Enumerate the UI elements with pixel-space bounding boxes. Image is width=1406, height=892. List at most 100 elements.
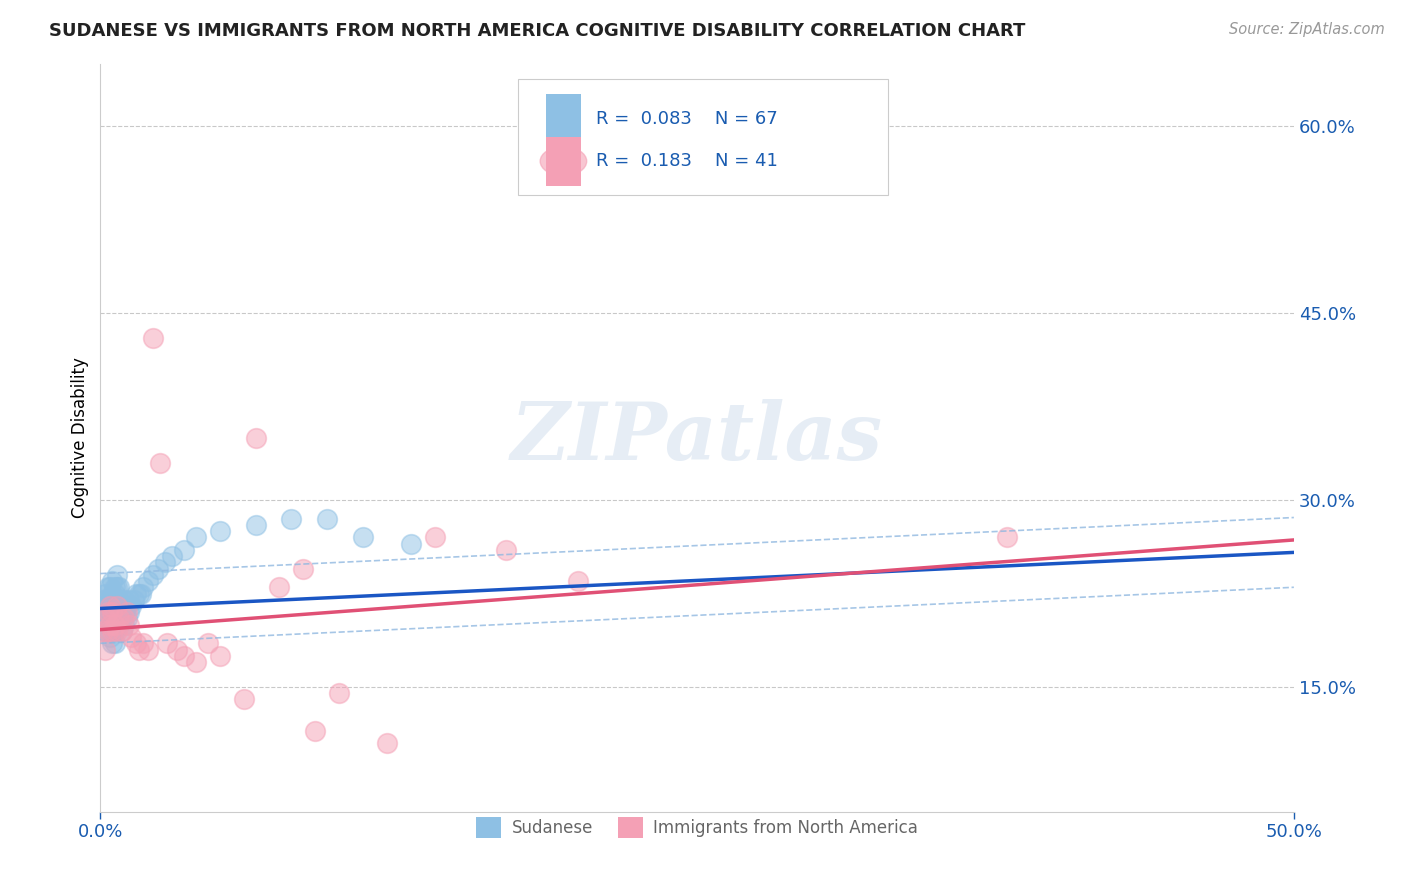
Point <box>94 642 117 657</box>
Point <box>108 617 131 632</box>
Point <box>269 580 291 594</box>
Point <box>567 574 589 588</box>
Point <box>98 630 121 644</box>
Point <box>423 531 446 545</box>
Legend: Sudanese, Immigrants from North America: Sudanese, Immigrants from North America <box>470 811 924 845</box>
Point <box>112 605 135 619</box>
Y-axis label: Cognitive Disability: Cognitive Disability <box>72 358 89 518</box>
Point <box>173 542 195 557</box>
Text: Source: ZipAtlas.com: Source: ZipAtlas.com <box>1229 22 1385 37</box>
Point <box>105 592 128 607</box>
Point <box>105 599 128 613</box>
Point <box>91 599 114 613</box>
Point <box>111 624 134 638</box>
Point <box>156 636 179 650</box>
Point <box>96 624 118 638</box>
Text: R =  0.083    N = 67: R = 0.083 N = 67 <box>596 110 778 128</box>
Point <box>316 512 339 526</box>
Point <box>115 599 138 613</box>
Point <box>101 605 124 619</box>
Point <box>94 586 117 600</box>
Point <box>997 531 1019 545</box>
Point <box>118 617 141 632</box>
Point <box>115 605 138 619</box>
Point <box>132 580 155 594</box>
Point <box>184 531 207 545</box>
Point <box>98 617 121 632</box>
Point <box>105 617 128 632</box>
Point <box>94 611 117 625</box>
Point <box>112 617 135 632</box>
Point <box>101 586 124 600</box>
Point <box>104 580 127 594</box>
Point <box>101 624 124 638</box>
Point <box>96 617 118 632</box>
Point <box>136 642 159 657</box>
Point <box>91 605 114 619</box>
Point <box>98 605 121 619</box>
Point <box>98 580 121 594</box>
Point <box>184 655 207 669</box>
Point <box>136 574 159 588</box>
Point <box>142 567 165 582</box>
Point <box>245 431 267 445</box>
Point <box>399 537 422 551</box>
Text: R =  0.183    N = 41: R = 0.183 N = 41 <box>596 153 778 170</box>
Text: ZIPatlas: ZIPatlas <box>510 399 883 476</box>
Point <box>122 592 145 607</box>
Point <box>101 636 124 650</box>
Point <box>304 723 326 738</box>
Point <box>94 611 117 625</box>
FancyBboxPatch shape <box>546 137 581 186</box>
Point <box>120 630 142 644</box>
Point <box>280 512 302 526</box>
Point <box>245 518 267 533</box>
Point <box>129 586 152 600</box>
Point <box>96 592 118 607</box>
Point <box>104 624 127 638</box>
FancyBboxPatch shape <box>517 79 889 194</box>
Point <box>128 586 150 600</box>
Point <box>94 599 117 613</box>
FancyBboxPatch shape <box>546 95 581 143</box>
Point <box>91 592 114 607</box>
Point <box>111 599 134 613</box>
Point <box>108 580 131 594</box>
Point <box>208 648 231 663</box>
Point <box>232 692 254 706</box>
Point <box>96 605 118 619</box>
Circle shape <box>540 146 586 176</box>
Point <box>96 580 118 594</box>
Point <box>96 624 118 638</box>
Point <box>125 636 148 650</box>
Point <box>104 611 127 625</box>
Point <box>98 592 121 607</box>
Point <box>166 642 188 657</box>
Point <box>125 586 148 600</box>
Point <box>108 592 131 607</box>
Text: SUDANESE VS IMMIGRANTS FROM NORTH AMERICA COGNITIVE DISABILITY CORRELATION CHART: SUDANESE VS IMMIGRANTS FROM NORTH AMERIC… <box>49 22 1025 40</box>
Point <box>105 580 128 594</box>
Point <box>104 617 127 632</box>
Point <box>105 605 128 619</box>
Point <box>118 592 141 607</box>
Point <box>328 686 350 700</box>
Point <box>105 624 128 638</box>
Point <box>91 624 114 638</box>
Point <box>153 555 176 569</box>
Point <box>101 574 124 588</box>
Point <box>108 605 131 619</box>
Point <box>98 617 121 632</box>
Point <box>96 605 118 619</box>
Point <box>173 648 195 663</box>
Point <box>292 561 315 575</box>
Point <box>104 636 127 650</box>
Point <box>128 642 150 657</box>
Point <box>104 599 127 613</box>
Point <box>112 592 135 607</box>
Point <box>120 599 142 613</box>
Point <box>352 531 374 545</box>
Point <box>197 636 219 650</box>
Point <box>101 599 124 613</box>
Point <box>101 611 124 625</box>
